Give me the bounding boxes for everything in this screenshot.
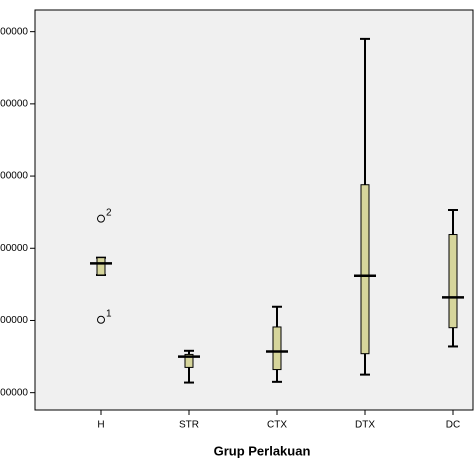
x-tick-label: DTX: [355, 420, 375, 431]
box: [184, 353, 194, 368]
outlier: [97, 214, 105, 223]
x-tick-label: H: [97, 420, 104, 431]
x-axis-title: Grup Perlakuan: [214, 443, 311, 458]
box: [448, 234, 458, 329]
x-tick-label: CTX: [267, 420, 287, 431]
outlier: [97, 315, 105, 324]
box: [360, 184, 370, 355]
box: [96, 257, 106, 276]
x-tick-label: STR: [179, 420, 199, 431]
outlier-label: 2: [106, 207, 112, 218]
outlier-label: 1: [106, 308, 112, 319]
x-tick-label: DC: [446, 420, 460, 431]
plot-area: [34, 9, 474, 411]
box: [272, 326, 282, 371]
